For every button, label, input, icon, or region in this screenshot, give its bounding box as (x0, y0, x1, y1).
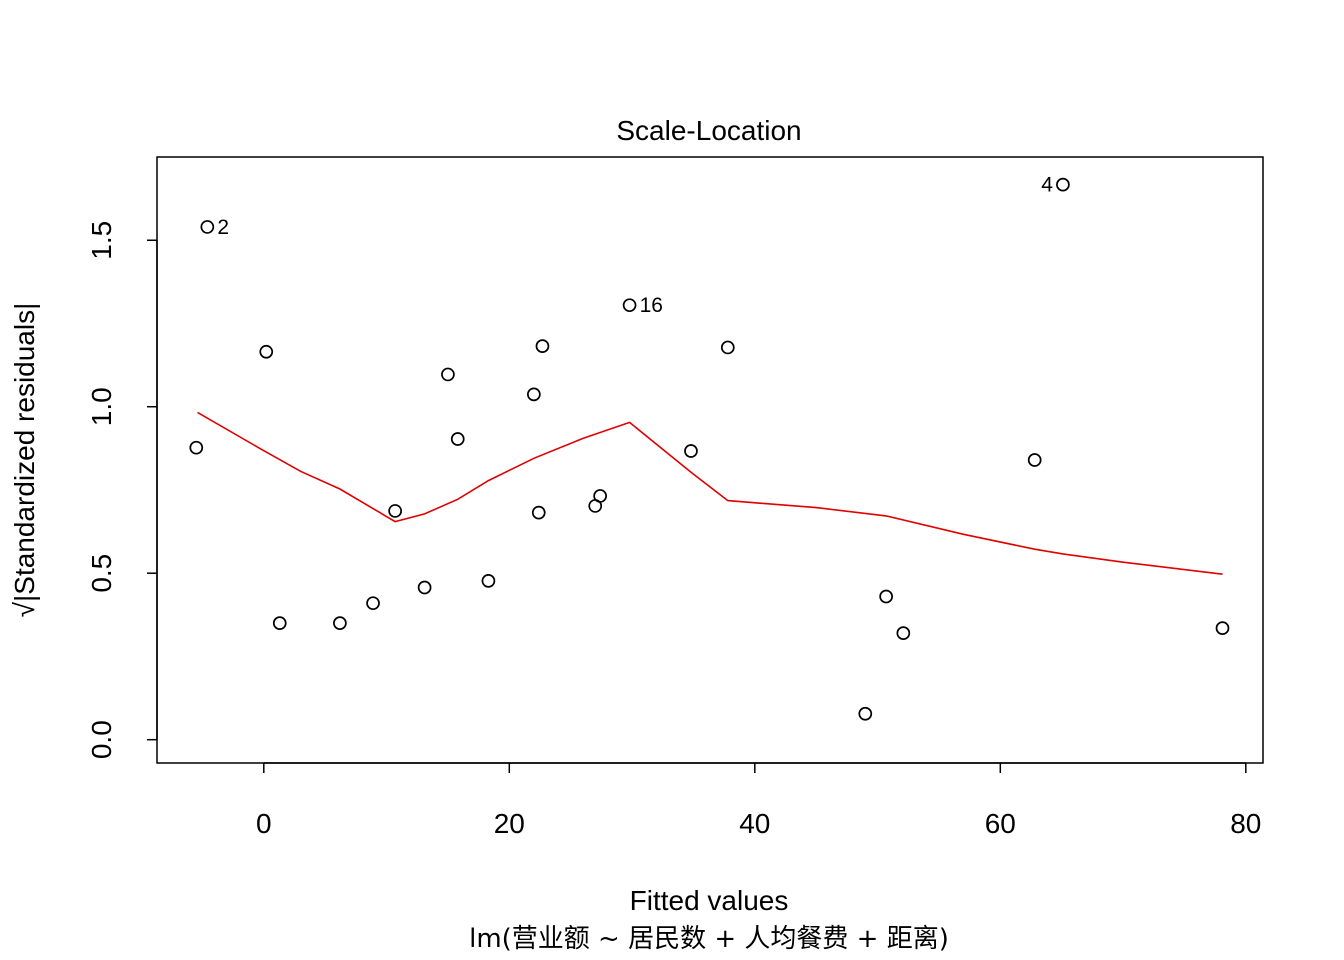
data-point (622, 298, 637, 313)
data-point (896, 626, 911, 640)
points-group (189, 177, 1230, 721)
point-label: 2 (217, 216, 229, 239)
data-point (333, 616, 347, 631)
data-point (535, 339, 550, 353)
y-axis-label: √|Standardized residuals| (9, 303, 40, 618)
y-tick-label: 0.5 (86, 554, 117, 593)
data-point (684, 444, 698, 458)
data-point (388, 504, 402, 518)
y-tick-label: 0.0 (86, 720, 117, 759)
data-point (858, 706, 873, 721)
x-tick-label: 40 (739, 808, 770, 839)
data-point (527, 387, 541, 402)
data-point (531, 505, 546, 520)
x-axis-label: Fitted values (630, 885, 789, 916)
chart-title: Scale-Location (616, 115, 801, 146)
x-axis: 0 20 40 60 80 (256, 762, 1261, 839)
data-point (1215, 621, 1230, 635)
y-axis: 0.0 0.5 1.0 1.5 (86, 221, 158, 759)
data-point (593, 489, 607, 503)
data-point (417, 580, 432, 595)
x-tick-label: 0 (256, 808, 272, 839)
data-point (189, 440, 204, 455)
data-point (450, 432, 465, 446)
smooth-line (197, 411, 1223, 575)
data-point (366, 596, 380, 611)
plot-frame (156, 156, 1264, 764)
data-point (1056, 177, 1070, 192)
data-point (879, 589, 893, 604)
smooth-line-group (197, 411, 1223, 575)
x-tick-label: 20 (494, 808, 525, 839)
point-label: 16 (640, 294, 663, 317)
x-tick-label: 60 (985, 808, 1016, 839)
data-point (720, 340, 735, 355)
point-labels-group: 2 16 4 (217, 174, 1053, 318)
data-point (272, 616, 287, 631)
data-point (200, 220, 215, 234)
data-point (481, 574, 496, 588)
data-point (441, 367, 455, 382)
x-tick-label: 80 (1230, 808, 1261, 839)
y-tick-label: 1.5 (86, 221, 117, 260)
point-label: 4 (1041, 174, 1053, 197)
data-point (259, 344, 274, 359)
y-tick-label: 1.0 (86, 387, 117, 426)
data-point (1027, 453, 1042, 467)
chart-subtitle: lm(营业额 ~ 居民数 + 人均餐费 + 距离) (469, 924, 949, 954)
